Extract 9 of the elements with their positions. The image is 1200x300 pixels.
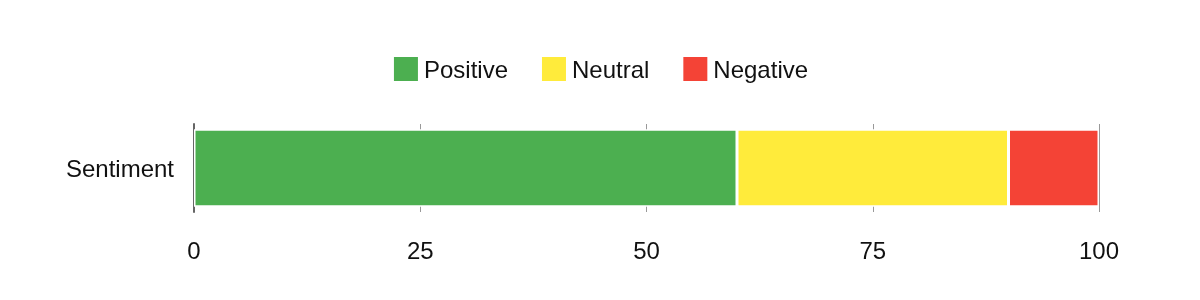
legend-label: Positive bbox=[423, 55, 508, 83]
legend-label: Negative bbox=[713, 55, 809, 83]
x-tick-label: 0 bbox=[187, 236, 201, 264]
legend-label: Neutral bbox=[571, 55, 650, 83]
x-tick-label: 100 bbox=[1078, 236, 1120, 264]
y-tick-label: Sentiment bbox=[65, 154, 175, 182]
x-tick-label: 75 bbox=[859, 236, 887, 264]
x-tick-label: 25 bbox=[406, 236, 434, 264]
x-tick-label: 50 bbox=[633, 236, 660, 264]
